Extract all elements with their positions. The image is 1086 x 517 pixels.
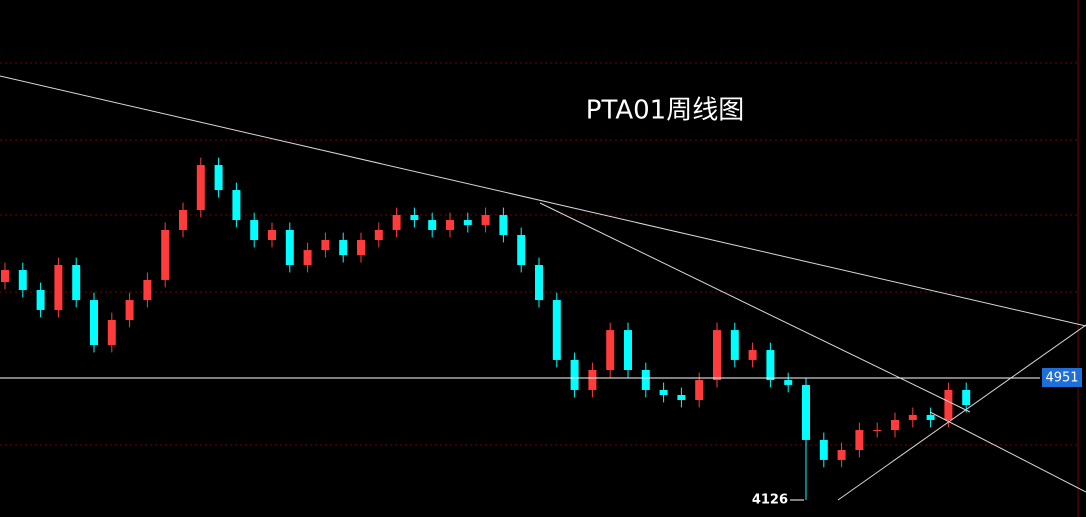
price-tag: 4951 [1045,370,1078,385]
candle-body [499,215,508,235]
candle-body [891,419,899,431]
candle-body [784,380,793,385]
candle-body [766,350,775,381]
candle-body [588,370,597,390]
low-label: 4126 [752,492,788,507]
candle-body [18,270,27,290]
candle-body [748,350,757,360]
chart-title: PTA01周线图 [586,96,744,126]
candle-body [303,250,312,266]
candle-body [250,220,259,241]
candle-body [161,229,170,280]
candle-body [36,289,45,310]
candle-body [232,190,241,221]
candle-body [268,229,276,241]
candle-body [463,220,472,226]
price-tag-box [1042,367,1082,387]
candle-body [125,300,134,321]
candle-body [143,279,152,301]
candle-body [873,430,882,432]
candle-body [677,394,686,401]
candle-body [730,330,739,360]
candle-body [428,220,437,230]
candle-body [481,215,490,226]
candle-body [54,265,63,310]
candle-body [908,414,917,420]
candle-body [90,300,98,346]
candles [1,157,971,500]
candle-body [962,389,971,406]
candle-body [196,165,205,210]
candle-body [339,240,348,256]
candle-body [517,234,526,266]
trend-line [0,75,1086,327]
candle-body [410,215,419,221]
candle-body [1,270,9,283]
candle-body [926,414,935,420]
candle-body [285,229,294,266]
candle-body [695,380,704,401]
candle-body [392,215,401,230]
candle-body [606,330,615,371]
candle-body [552,300,561,360]
candle-body [357,240,365,256]
candle-body [535,265,543,301]
candle-body [374,229,383,241]
candle-body [72,265,81,301]
candle-body [855,430,864,451]
candle-body [214,165,223,191]
trend-line [929,411,1086,493]
candle-body [570,359,579,390]
candle-body [179,209,187,230]
candle-body [802,384,810,440]
candle-body [107,320,116,346]
candle-body [819,439,828,460]
trend-line [539,202,971,413]
candle-body [624,330,632,371]
candle-body [641,370,650,390]
candle-body [321,240,330,251]
trend-line [837,324,1086,501]
candle-body [659,389,668,395]
candle-body [713,330,721,381]
candle-body [837,450,846,460]
trend-lines [0,75,1086,501]
candle-body [446,220,454,230]
candle-body [944,389,953,420]
